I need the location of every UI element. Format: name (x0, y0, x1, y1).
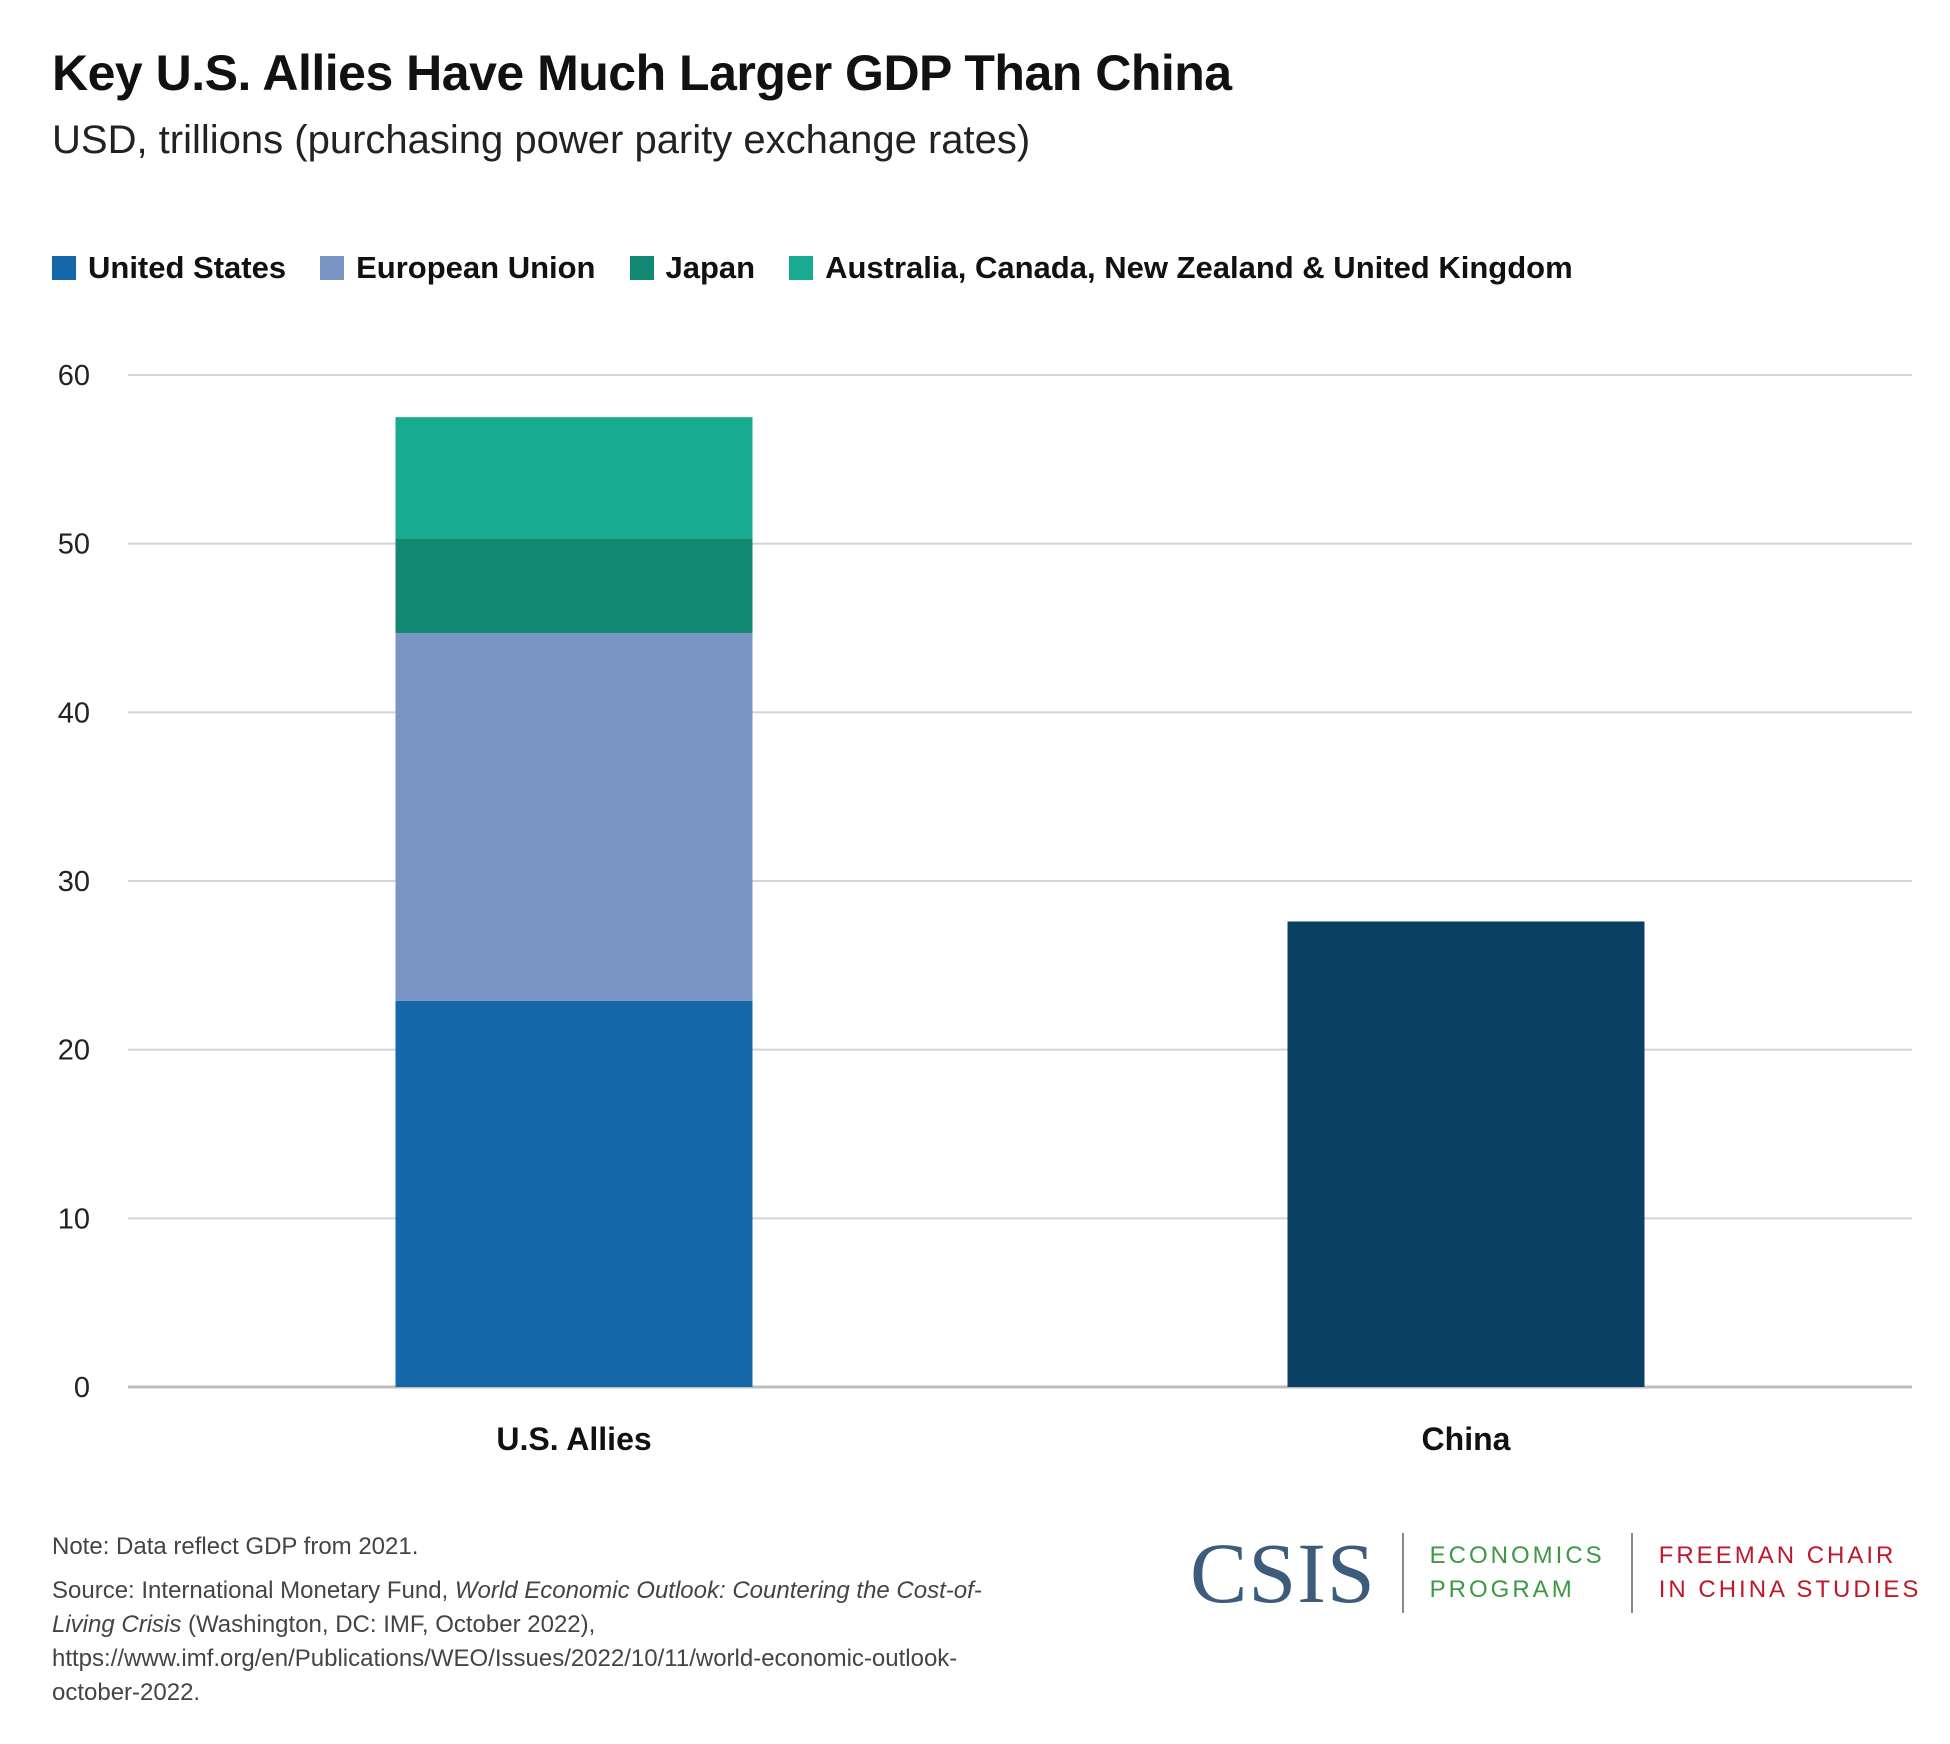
legend-label-united-states: United States (88, 250, 287, 285)
y-tick-label-0: 0 (74, 1372, 90, 1404)
program-line-2: PROGRAM (1429, 1576, 1575, 1603)
y-tick-label-20: 20 (58, 1035, 90, 1067)
csis-logo: CSIS ECONOMICS PROGRAM FREEMAN CHAIR IN … (1190, 1528, 1921, 1618)
x-tick-label-u-s-allies: U.S. Allies (496, 1421, 651, 1457)
legend-label-anglosphere: Australia, Canada, New Zealand & United … (825, 250, 1573, 285)
legend-item-japan: Japan (629, 250, 756, 286)
legend-item-anglosphere: Australia, Canada, New Zealand & United … (789, 250, 1573, 286)
freeman-chair-label: FREEMAN CHAIR IN CHINA STUDIES (1659, 1539, 1922, 1607)
y-tick-label-60: 60 (58, 360, 90, 392)
legend-label-european-union: European Union (356, 250, 596, 285)
y-tick-label-40: 40 (58, 697, 90, 729)
legend-item-united-states: United States (52, 250, 286, 286)
y-tick-label-30: 30 (58, 866, 90, 898)
bar-u-s-allies-australia-canada-new-zealand-united-kingdom (395, 417, 753, 539)
bar-u-s-allies-united-states (395, 1000, 753, 1387)
bar-china-series-4 (1287, 921, 1645, 1387)
legend-swatch-anglosphere (789, 256, 814, 280)
program-line-1: ECONOMICS (1429, 1542, 1605, 1569)
chart-notes: Note: Data reflect GDP from 2021. Source… (52, 1530, 1012, 1714)
chart-subtitle: USD, trillions (purchasing power parity … (52, 118, 1031, 162)
source-text: Source: International Monetary Fund, Wor… (52, 1574, 1012, 1710)
note-text: Note: Data reflect GDP from 2021. (52, 1533, 419, 1560)
legend-label-japan: Japan (665, 250, 756, 285)
chair-line-2: IN CHINA STUDIES (1658, 1576, 1922, 1603)
csis-wordmark: CSIS (1190, 1525, 1376, 1621)
legend-item-european-union: European Union (320, 250, 596, 286)
source-title: World Economic Outlook: Countering the C… (52, 1577, 982, 1638)
logo-divider (1401, 1533, 1404, 1613)
economics-program-label: ECONOMICS PROGRAM (1430, 1539, 1605, 1607)
logo-divider-2 (1630, 1533, 1633, 1613)
chair-line-1: FREEMAN CHAIR (1658, 1542, 1897, 1569)
y-tick-label-10: 10 (58, 1203, 90, 1235)
y-tick-label-50: 50 (58, 529, 90, 561)
legend-swatch-european-union (320, 256, 345, 280)
bar-u-s-allies-european-union (395, 633, 753, 1001)
bar-chart: 0 10 20 30 40 50 60 U.S. Allies China (58, 360, 1912, 1457)
legend-swatch-united-states (52, 256, 76, 280)
legend-swatch-japan (629, 256, 654, 280)
legend: United States European Union Japan Austr… (52, 250, 1607, 286)
x-tick-label-china: China (1422, 1421, 1511, 1457)
source-prefix: Source: International Monetary Fund, (52, 1577, 455, 1604)
source-suffix: (Washington, DC: IMF, October 2022), htt… (52, 1611, 958, 1706)
chart-title: Key U.S. Allies Have Much Larger GDP Tha… (52, 45, 1232, 101)
bar-u-s-allies-japan (395, 538, 753, 634)
